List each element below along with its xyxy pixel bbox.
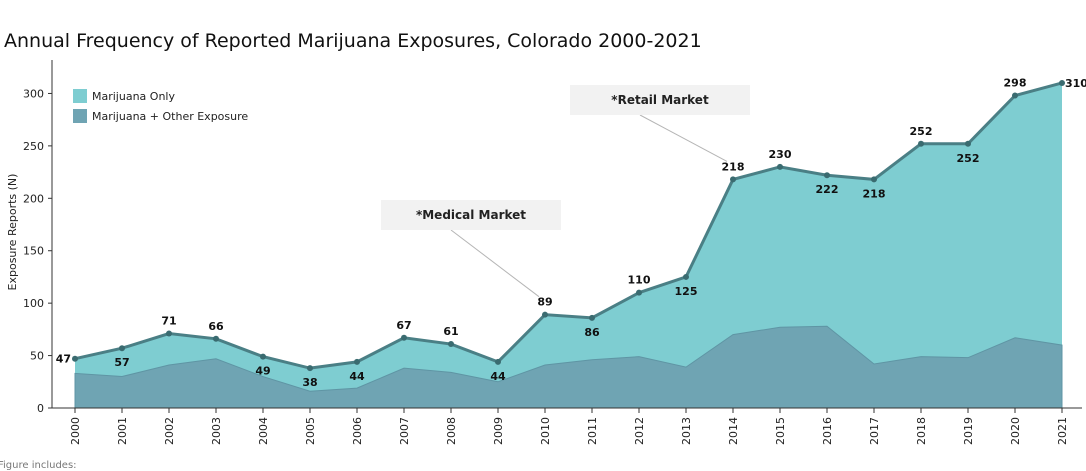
data-point <box>730 176 736 183</box>
chart-title: Annual Frequency of Reported Marijuana E… <box>4 30 702 52</box>
y-tick-label: 50 <box>30 350 44 363</box>
y-tick-label: 200 <box>23 192 44 205</box>
data-point <box>683 273 689 280</box>
data-label: 61 <box>443 325 458 338</box>
data-point <box>213 335 219 342</box>
x-tick-label: 2006 <box>351 417 364 445</box>
x-tick-label: 2021 <box>1056 417 1069 445</box>
x-tick-label: 2017 <box>868 417 881 445</box>
data-label: 38 <box>302 376 317 389</box>
series-line-marijuana-only <box>74 81 1063 370</box>
data-point <box>636 289 642 296</box>
data-label: 66 <box>208 320 224 333</box>
marks <box>72 79 1065 372</box>
data-label: 218 <box>863 187 886 200</box>
x-tick-label: 2013 <box>680 417 693 445</box>
data-point <box>824 172 830 179</box>
annotation-leader <box>450 229 540 298</box>
annotation-text: *Retail Market <box>611 93 709 107</box>
data-point <box>1012 92 1018 99</box>
data-point <box>589 314 595 321</box>
data-point <box>495 358 501 365</box>
data-label: 67 <box>396 319 411 332</box>
data-point <box>260 353 266 360</box>
data-point <box>965 140 971 147</box>
x-tick-label: 2014 <box>727 417 740 445</box>
data-point <box>542 311 548 318</box>
x-tick-label: 2010 <box>539 417 552 445</box>
data-point <box>72 355 78 362</box>
y-tick-label: 150 <box>23 245 44 258</box>
y-tick-label: 0 <box>37 402 44 415</box>
legend-swatch <box>73 89 87 103</box>
data-label: 230 <box>769 148 792 161</box>
data-label: 310 <box>1065 77 1086 90</box>
axes: 0 50 100 150 200 250 300 2000 2001 2002 2003 2004 20… <box>23 60 1082 445</box>
footnote: Figure includes: <box>0 460 77 471</box>
data-label: 298 <box>1004 77 1027 90</box>
legend-swatch <box>73 109 87 123</box>
x-tick-label: 2001 <box>116 417 129 445</box>
legend: Marijuana Only Marijuana + Other Exposure <box>73 89 248 123</box>
data-label: 49 <box>255 365 270 378</box>
legend-label: Marijuana + Other Exposure <box>92 110 248 123</box>
annotations: *Medical Market *Retail Market <box>381 85 750 298</box>
x-tick-label: 2004 <box>257 417 270 445</box>
data-point <box>307 365 313 372</box>
x-tick-label: 2000 <box>69 417 82 445</box>
data-point <box>1059 79 1065 86</box>
annotation-box <box>381 200 561 230</box>
annotation-text: *Medical Market <box>416 208 526 222</box>
data-point <box>777 163 783 170</box>
x-tick-label: 2005 <box>304 417 317 445</box>
data-label: 44 <box>349 370 365 383</box>
legend-label: Marijuana Only <box>92 90 175 103</box>
data-point <box>354 358 360 365</box>
annotation-leader <box>639 114 728 162</box>
data-label: 47 <box>56 353 71 366</box>
x-tick-label: 2003 <box>210 417 223 445</box>
areas <box>74 82 1063 409</box>
y-tick-label: 100 <box>23 297 44 310</box>
area-marijuana-other-exposure <box>74 325 1063 409</box>
y-axis-label: Exposure Reports (N) <box>6 174 19 291</box>
x-tick-label: 2002 <box>163 417 176 445</box>
data-label: 89 <box>537 296 552 309</box>
x-tick-label: 2020 <box>1009 417 1022 445</box>
data-label: 252 <box>910 125 933 138</box>
data-label: 86 <box>584 326 600 339</box>
y-tick-label: 300 <box>23 87 44 100</box>
data-label: 57 <box>114 356 129 369</box>
x-tick-label: 2008 <box>445 417 458 445</box>
x-tick-label: 2016 <box>821 417 834 445</box>
data-label: 125 <box>675 285 698 298</box>
x-tick-label: 2009 <box>492 417 505 445</box>
data-point <box>448 341 454 348</box>
data-labels: 47 57 71 66 49 38 44 67 61 44 89 86 110 125 218 230 222 2… <box>56 77 1086 390</box>
data-label: 222 <box>816 183 839 196</box>
data-point <box>401 334 407 341</box>
data-label: 44 <box>490 370 506 383</box>
x-tick-label: 2019 <box>962 417 975 445</box>
data-point <box>871 176 877 183</box>
data-point <box>918 140 924 147</box>
data-label: 110 <box>628 274 651 287</box>
x-tick-label: 2015 <box>774 417 787 445</box>
data-label: 252 <box>957 152 980 165</box>
x-tick-label: 2007 <box>398 417 411 445</box>
x-tick-label: 2011 <box>586 417 599 445</box>
data-label: 71 <box>161 315 176 328</box>
x-tick-label: 2012 <box>633 417 646 445</box>
y-tick-label: 250 <box>23 140 44 153</box>
data-point <box>119 345 125 352</box>
x-tick-label: 2018 <box>915 417 928 445</box>
data-point <box>166 330 172 337</box>
annotation-box <box>570 85 750 115</box>
data-label: 218 <box>722 160 745 173</box>
